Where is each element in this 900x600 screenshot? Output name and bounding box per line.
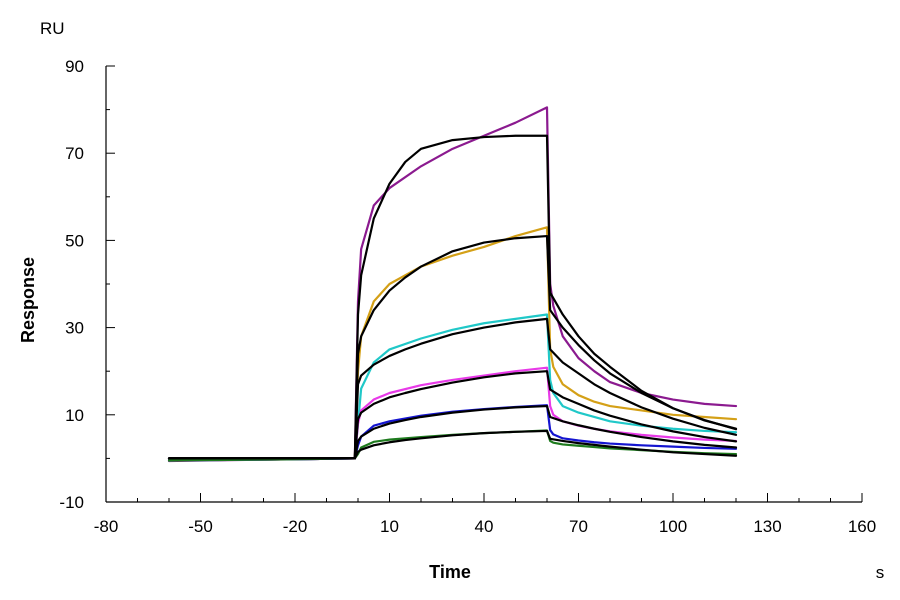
x-tick-label: 160 xyxy=(848,517,876,536)
x-tick-label: -50 xyxy=(188,517,213,536)
fit-curve xyxy=(167,317,738,460)
y-axis-title: Response xyxy=(18,257,38,343)
y-tick-label: 90 xyxy=(65,57,84,76)
x-tick-label: 130 xyxy=(753,517,781,536)
x-tick-label: 40 xyxy=(475,517,494,536)
y-tick-label: 10 xyxy=(65,406,84,425)
fit-curve xyxy=(167,404,738,460)
axes: -80 -50 -20 10 40 70 100 130 160 -10 10 30 50 70 90 xyxy=(59,57,876,536)
x-axis-title: Time xyxy=(429,562,471,582)
y-tick-label: 70 xyxy=(65,144,84,163)
y-tick-label: 50 xyxy=(65,231,84,250)
x-unit-label: s xyxy=(876,563,885,582)
fit-curve xyxy=(167,234,738,460)
x-tick-label: 10 xyxy=(380,517,399,536)
x-tick-label: 100 xyxy=(659,517,687,536)
y-tick-label: 30 xyxy=(65,319,84,338)
fit-curve xyxy=(167,370,738,460)
measured-curve xyxy=(167,106,738,463)
x-tick-label: 70 xyxy=(569,517,588,536)
y-tick-label: -10 xyxy=(59,493,84,512)
fit-curve xyxy=(167,429,738,460)
curves xyxy=(167,106,738,463)
fit-curve xyxy=(167,134,738,460)
x-tick-label: -80 xyxy=(94,517,119,536)
x-tick-label: -20 xyxy=(283,517,308,536)
y-unit-label: RU xyxy=(40,19,65,38)
